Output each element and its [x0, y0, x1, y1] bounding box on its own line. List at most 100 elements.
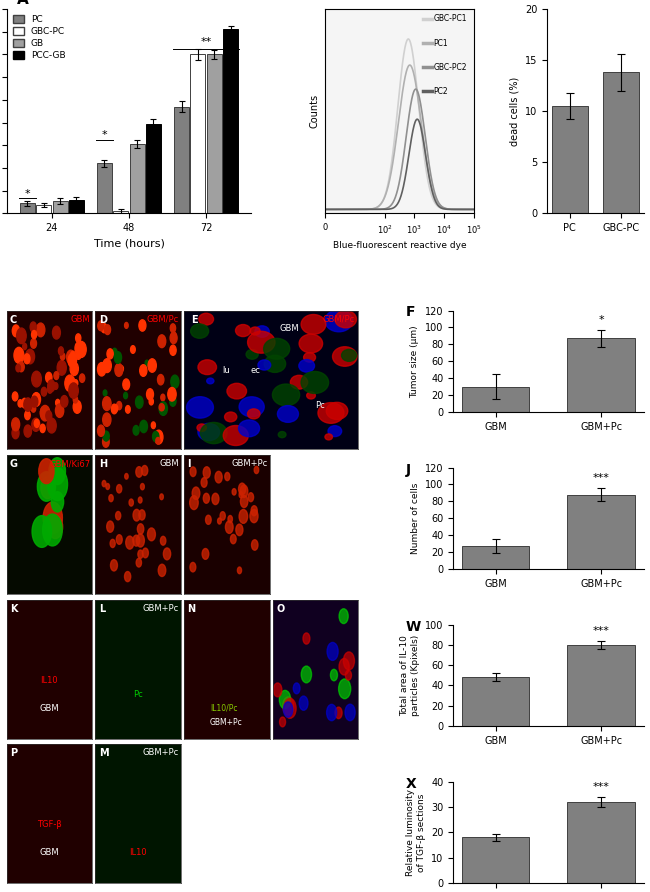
Circle shape [148, 528, 155, 541]
Circle shape [142, 548, 148, 558]
Circle shape [138, 550, 143, 558]
Circle shape [65, 375, 75, 392]
Circle shape [60, 353, 65, 360]
Circle shape [237, 567, 242, 574]
Bar [53, 201, 68, 213]
Circle shape [43, 502, 62, 533]
Y-axis label: Tumor size (μm): Tumor size (μm) [411, 325, 419, 398]
Circle shape [318, 402, 344, 424]
Bar [567, 338, 635, 412]
Circle shape [239, 483, 246, 495]
Circle shape [138, 497, 142, 503]
Circle shape [140, 420, 148, 433]
Circle shape [171, 376, 179, 388]
Circle shape [299, 334, 322, 353]
Bar [552, 106, 588, 213]
Circle shape [327, 642, 338, 660]
Circle shape [75, 351, 81, 359]
Y-axis label: Total area of IL-10
particles (Kpixels): Total area of IL-10 particles (Kpixels) [400, 635, 420, 716]
Circle shape [103, 413, 111, 426]
Circle shape [339, 658, 349, 675]
Circle shape [264, 338, 290, 359]
Circle shape [116, 511, 121, 520]
Circle shape [102, 481, 106, 487]
Circle shape [264, 355, 285, 373]
Circle shape [31, 405, 36, 412]
Circle shape [136, 396, 143, 409]
Circle shape [248, 331, 275, 353]
Circle shape [220, 512, 226, 520]
Text: K: K [10, 604, 18, 614]
Circle shape [36, 323, 45, 337]
Circle shape [278, 432, 286, 438]
Circle shape [330, 669, 337, 681]
Circle shape [125, 323, 128, 328]
Text: PC1: PC1 [434, 38, 448, 47]
Circle shape [116, 401, 122, 409]
Text: GBC-PC2: GBC-PC2 [434, 62, 467, 71]
Circle shape [335, 310, 356, 327]
Circle shape [25, 410, 30, 419]
Circle shape [236, 524, 243, 535]
Circle shape [280, 690, 291, 709]
Y-axis label: Counts: Counts [309, 94, 319, 128]
Circle shape [160, 494, 163, 500]
Bar [462, 386, 529, 412]
Circle shape [103, 436, 109, 447]
Circle shape [111, 404, 117, 414]
Circle shape [274, 683, 282, 697]
Circle shape [258, 359, 270, 370]
Circle shape [168, 387, 176, 401]
Circle shape [148, 359, 156, 372]
Circle shape [215, 471, 222, 483]
Circle shape [14, 347, 24, 363]
Circle shape [145, 360, 149, 366]
Text: GBM: GBM [71, 315, 90, 324]
Text: GBM+Pc: GBM+Pc [143, 604, 179, 613]
Circle shape [111, 559, 118, 571]
Text: lu: lu [222, 366, 230, 375]
Circle shape [57, 360, 66, 376]
Y-axis label: dead cells (%): dead cells (%) [510, 77, 519, 145]
Circle shape [239, 420, 259, 437]
Circle shape [106, 483, 109, 490]
Circle shape [301, 666, 311, 682]
Bar [567, 495, 635, 569]
Text: H: H [99, 459, 107, 469]
Circle shape [47, 468, 68, 500]
Text: E: E [191, 315, 198, 325]
Circle shape [113, 405, 118, 412]
Text: N: N [188, 604, 196, 614]
Text: GBM: GBM [280, 325, 300, 334]
Circle shape [339, 679, 351, 698]
Circle shape [328, 425, 342, 436]
Circle shape [114, 351, 122, 363]
Text: F: F [406, 305, 415, 319]
Text: O: O [276, 604, 285, 614]
Circle shape [12, 392, 18, 401]
Text: Pc: Pc [315, 401, 324, 409]
Text: GBM+Pc: GBM+Pc [210, 718, 242, 727]
Circle shape [228, 516, 233, 523]
Circle shape [246, 350, 258, 359]
Circle shape [299, 696, 308, 710]
Circle shape [218, 518, 222, 524]
Circle shape [333, 347, 357, 367]
Circle shape [12, 325, 20, 337]
Circle shape [140, 483, 144, 490]
Circle shape [158, 565, 166, 576]
Text: GBC-PC1: GBC-PC1 [434, 14, 467, 23]
Circle shape [40, 407, 47, 418]
Circle shape [46, 411, 52, 420]
Text: W: W [406, 620, 421, 633]
Circle shape [325, 434, 332, 440]
Circle shape [68, 353, 77, 368]
Circle shape [254, 467, 259, 474]
Circle shape [139, 510, 145, 520]
Circle shape [18, 362, 24, 372]
Circle shape [32, 418, 40, 432]
Text: P: P [10, 748, 17, 758]
X-axis label: Blue-fluorescent reactive dye: Blue-fluorescent reactive dye [333, 241, 466, 250]
Circle shape [40, 406, 50, 421]
Circle shape [227, 384, 246, 399]
